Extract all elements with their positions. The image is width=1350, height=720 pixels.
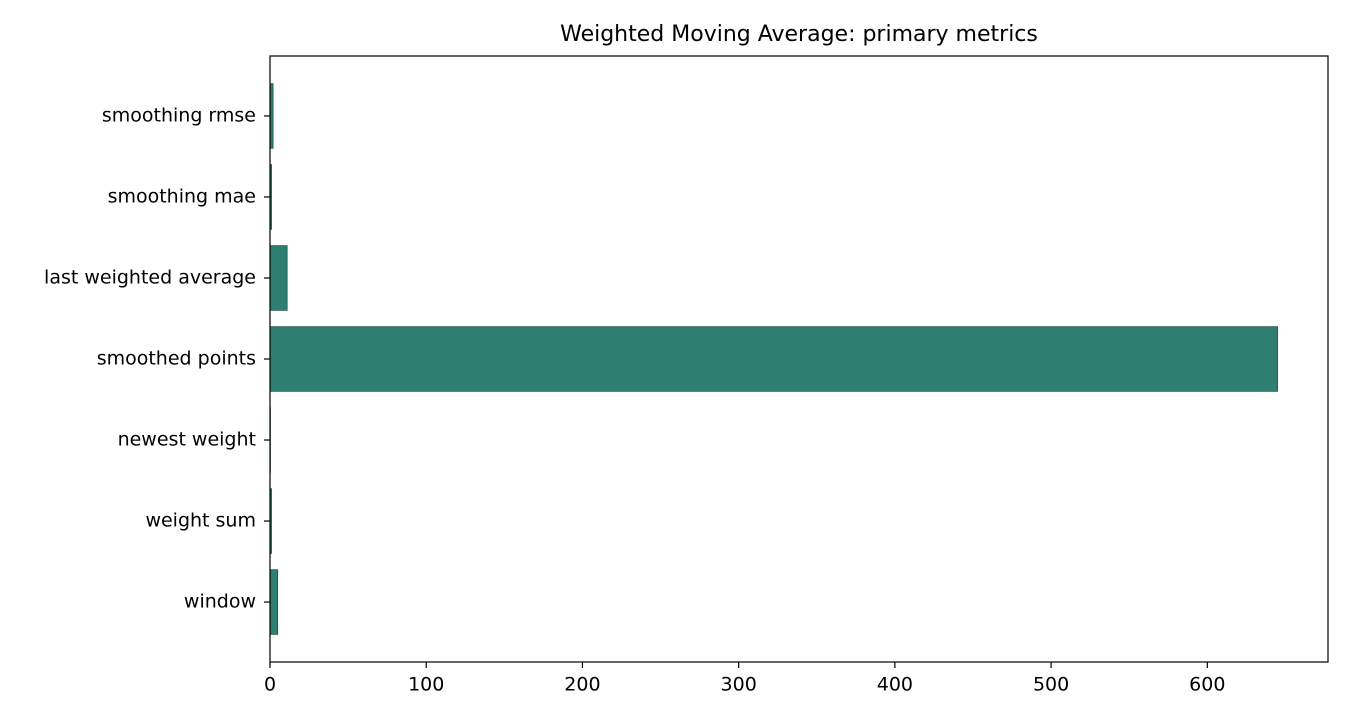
bar xyxy=(269,245,288,311)
x-tick-label: 100 xyxy=(408,674,444,696)
y-tick-label: last weighted average xyxy=(44,266,256,288)
y-tick-label: weight sum xyxy=(145,510,256,532)
x-tick-label: 400 xyxy=(877,674,913,696)
plot-frame xyxy=(269,55,1329,663)
y-tick-label: smoothing mae xyxy=(108,185,256,207)
bar xyxy=(269,569,279,635)
chart-title: Weighted Moving Average: primary metrics xyxy=(560,22,1038,47)
y-tick-label: newest weight xyxy=(118,429,256,451)
bar xyxy=(269,326,1278,392)
y-tick-label: smoothing rmse xyxy=(102,104,256,126)
y-tick-label: smoothed points xyxy=(97,348,256,370)
x-tick-label: 0 xyxy=(264,674,276,696)
x-tick-label: 600 xyxy=(1189,674,1225,696)
x-tick-label: 200 xyxy=(564,674,600,696)
x-tick-label: 300 xyxy=(721,674,757,696)
x-tick-label: 500 xyxy=(1033,674,1069,696)
y-tick-label: window xyxy=(184,591,256,613)
